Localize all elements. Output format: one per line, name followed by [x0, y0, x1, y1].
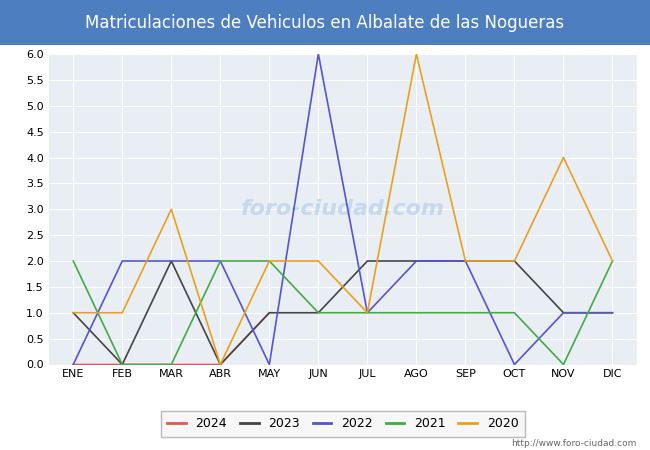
Text: foro-ciudad.com: foro-ciudad.com [241, 199, 445, 219]
Text: Matriculaciones de Vehiculos en Albalate de las Nogueras: Matriculaciones de Vehiculos en Albalate… [85, 14, 565, 32]
Text: http://www.foro-ciudad.com: http://www.foro-ciudad.com [512, 439, 637, 448]
Legend: 2024, 2023, 2022, 2021, 2020: 2024, 2023, 2022, 2021, 2020 [161, 411, 525, 436]
